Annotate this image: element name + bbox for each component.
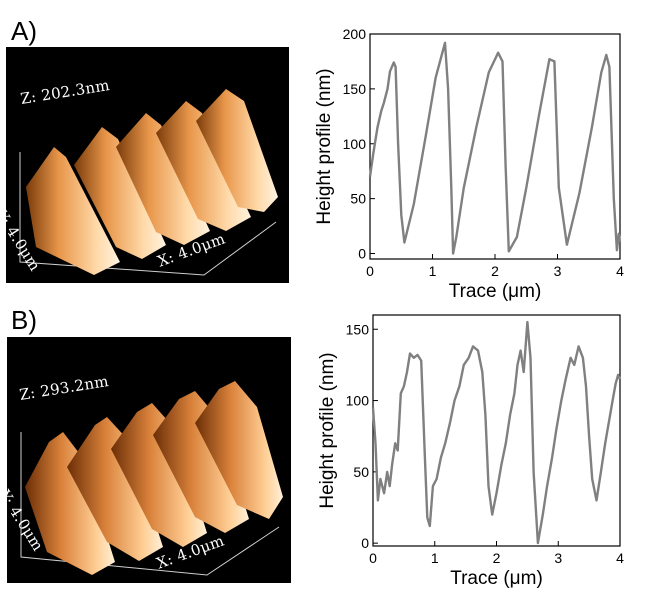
x-tick-label: 1: [431, 550, 439, 566]
x-tick-label: 1: [429, 263, 437, 279]
afm-surface-a: [6, 47, 289, 283]
x-tick-label: 3: [554, 263, 562, 279]
afm-ridges-a: [26, 89, 278, 275]
afm-image-b: Z: 293.2nm Y: 4.0μm X: 4.0μm: [7, 337, 291, 583]
chart-b: 0 1 2 3 4 0 50 100 150 Trace (μm) Height profile (…: [300, 308, 640, 592]
x-tick-label: 2: [491, 263, 499, 279]
y-tick-label: 150: [346, 321, 370, 337]
x-tick-label: 3: [554, 550, 562, 566]
y-tick-label: 100: [343, 136, 367, 152]
x-axis-title: Trace (μm): [450, 568, 543, 589]
y-tick-label: 150: [343, 81, 367, 97]
x-tick-label: 0: [369, 550, 377, 566]
afm-surface-b: [7, 337, 291, 583]
panel-b-label: B): [11, 305, 37, 336]
y-tick-label: 50: [353, 464, 369, 480]
afm-ridges-b: [25, 381, 283, 575]
y-axis-title: Height profile (nm): [317, 352, 338, 508]
y-tick-label: 0: [361, 535, 369, 551]
y-tick-label: 50: [350, 191, 366, 207]
chart-a: 0 1 2 3 4 0 50 100 150 200 Trace (μm) Height profil…: [300, 10, 640, 300]
x-tick-label: 4: [616, 263, 624, 279]
chart-b-svg: 0 1 2 3 4 0 50 100 150 Trace (μm) Height profile (…: [300, 308, 640, 592]
y-axis-title: Height profile (nm): [314, 68, 335, 224]
y-tick-label: 200: [343, 26, 367, 42]
series-line: [373, 322, 620, 543]
x-tick-label: 0: [366, 263, 374, 279]
chart-a-svg: 0 1 2 3 4 0 50 100 150 200 Trace (μm) Height profil…: [300, 10, 640, 300]
panel-a-label: A): [11, 16, 37, 47]
y-tick-label: 100: [346, 393, 370, 409]
x-axis-title: Trace (μm): [449, 281, 542, 302]
series-line: [370, 43, 620, 254]
afm-image-a: Z: 202.3nm Y: 4.0μm X: 4.0μm: [6, 47, 289, 283]
y-tick-label: 0: [358, 246, 366, 262]
x-tick-label: 4: [616, 550, 624, 566]
plot-frame: [373, 315, 620, 546]
x-tick-label: 2: [493, 550, 501, 566]
